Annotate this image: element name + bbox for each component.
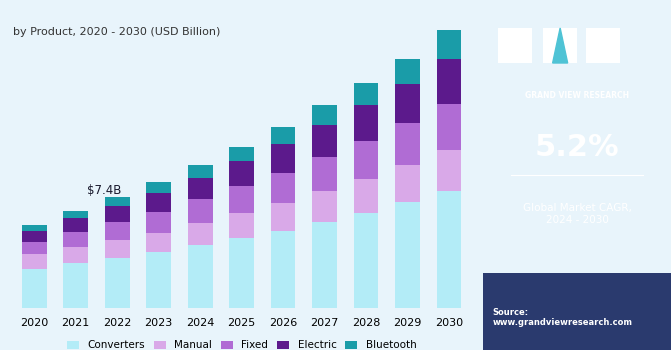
Bar [188,166,213,178]
Bar [354,141,378,179]
Bar [146,182,171,193]
Bar [270,203,295,231]
Bar [270,173,295,203]
Bar [21,231,46,241]
Bar [146,233,171,252]
Bar [395,202,420,308]
Bar [312,105,337,125]
Bar [105,222,130,240]
Bar [63,263,88,308]
Bar [437,59,462,104]
Bar [188,245,213,308]
Bar [270,144,295,173]
Bar [105,206,130,222]
Text: GRAND VIEW RESEARCH: GRAND VIEW RESEARCH [525,91,629,100]
Bar [229,213,254,238]
Bar [188,223,213,245]
Bar [229,147,254,161]
Bar [395,84,420,123]
Bar [229,186,254,213]
Bar [146,193,171,212]
Bar [312,125,337,158]
Bar [312,158,337,191]
Text: by Product, 2020 - 2030 (USD Billion): by Product, 2020 - 2030 (USD Billion) [13,27,221,37]
Bar [63,218,88,232]
Bar [354,105,378,141]
Text: Global Market CAGR,
2024 - 2030: Global Market CAGR, 2024 - 2030 [523,203,631,225]
Bar [437,30,462,59]
Text: 5.2%: 5.2% [535,133,619,161]
Bar [188,178,213,200]
Bar [63,247,88,263]
Bar [312,191,337,222]
FancyBboxPatch shape [498,28,532,63]
Bar [188,199,213,223]
FancyBboxPatch shape [483,273,671,350]
Bar [105,197,130,206]
Bar [437,150,462,191]
Bar [21,241,46,254]
Bar [437,104,462,150]
Bar [395,164,420,202]
Bar [21,254,46,268]
Bar [146,212,171,233]
Bar [354,83,378,105]
Bar [395,59,420,84]
Bar [270,127,295,144]
Bar [21,268,46,308]
Bar [229,161,254,186]
Text: Source:
www.grandviewresearch.com: Source: www.grandviewresearch.com [493,308,633,327]
Bar [395,123,420,164]
Bar [437,191,462,308]
Bar [63,211,88,218]
Bar [270,231,295,308]
Bar [354,213,378,308]
Bar [63,232,88,247]
Bar [354,179,378,213]
Bar [105,258,130,308]
FancyBboxPatch shape [544,28,577,63]
FancyBboxPatch shape [586,28,620,63]
Bar [312,222,337,308]
Text: $7.4B: $7.4B [87,184,122,197]
Legend: Converters, Manual, Fixed, Electric, Bluetooth: Converters, Manual, Fixed, Electric, Blu… [62,336,421,350]
Polygon shape [553,28,568,63]
Bar [146,252,171,308]
Bar [229,238,254,308]
Bar [21,225,46,231]
Bar [105,240,130,258]
